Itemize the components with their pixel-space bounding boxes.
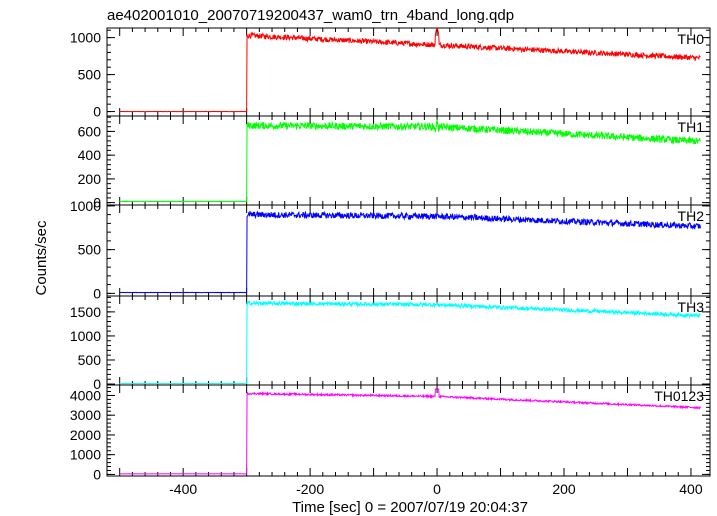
series-line-th2 (119, 210, 701, 294)
y-tick-label: 1000 (70, 447, 101, 463)
y-tick-label: 2000 (70, 427, 101, 443)
panel-label: TH0123 (654, 388, 704, 404)
x-tick-label: -400 (169, 481, 197, 497)
y-tick-label: 500 (78, 352, 102, 368)
panels: 0 500 1000 TH0 0 200 400 600 TH1 0 500 1000 TH2 0 500 1… (70, 27, 711, 497)
y-tick-label: 3000 (70, 407, 101, 423)
panel-label: TH2 (678, 208, 705, 224)
y-tick-label: 1000 (70, 328, 101, 344)
panel-th1: 0 200 400 600 TH1 (78, 115, 711, 211)
y-tick-label: 4000 (70, 387, 101, 403)
y-axis-label: Counts/sec (33, 220, 50, 296)
chart-title: ae402001010_20070719200437_wam0_trn_4ban… (107, 7, 514, 24)
panel-label: TH1 (678, 119, 705, 135)
panel-th0123: 0 1000 2000 3000 4000 TH0123 (70, 384, 711, 482)
series-line-th0 (119, 27, 701, 113)
panel-label: TH0 (678, 31, 705, 47)
y-tick-label: 200 (78, 171, 102, 187)
x-axis-label: Time [sec] 0 = 2007/07/19 20:04:37 (292, 499, 528, 516)
y-tick-label: 1000 (70, 198, 101, 214)
y-tick-label: 0 (93, 466, 101, 482)
x-tick-label: -200 (296, 481, 324, 497)
y-tick-label: 600 (78, 123, 102, 139)
panel-frame (106, 27, 711, 117)
series-line-th1 (119, 119, 701, 203)
x-tick-label: 200 (552, 481, 576, 497)
y-tick-label: 0 (93, 376, 101, 392)
panel-frame (106, 295, 711, 386)
y-tick-label: 400 (78, 147, 102, 163)
panel-th2: 0 500 1000 TH2 (70, 198, 711, 301)
panel-frame (106, 384, 711, 477)
panel-th0: 0 500 1000 TH0 (70, 27, 711, 120)
y-tick-label: 1000 (70, 30, 101, 46)
x-tick-label: 400 (679, 481, 703, 497)
y-tick-label: 500 (78, 242, 102, 258)
panel-th3: 0 500 1000 1500 TH3 (70, 295, 711, 392)
y-tick-label: 1500 (70, 304, 101, 320)
series-line-th0123 (119, 386, 701, 475)
x-tick-label: 0 (433, 481, 441, 497)
y-tick-label: 500 (78, 67, 102, 83)
series-line-th3 (119, 299, 701, 385)
panel-label: TH3 (678, 299, 705, 315)
y-tick-label: 0 (93, 195, 101, 211)
y-tick-label: 0 (93, 104, 101, 120)
y-tick-label: 0 (93, 285, 101, 301)
